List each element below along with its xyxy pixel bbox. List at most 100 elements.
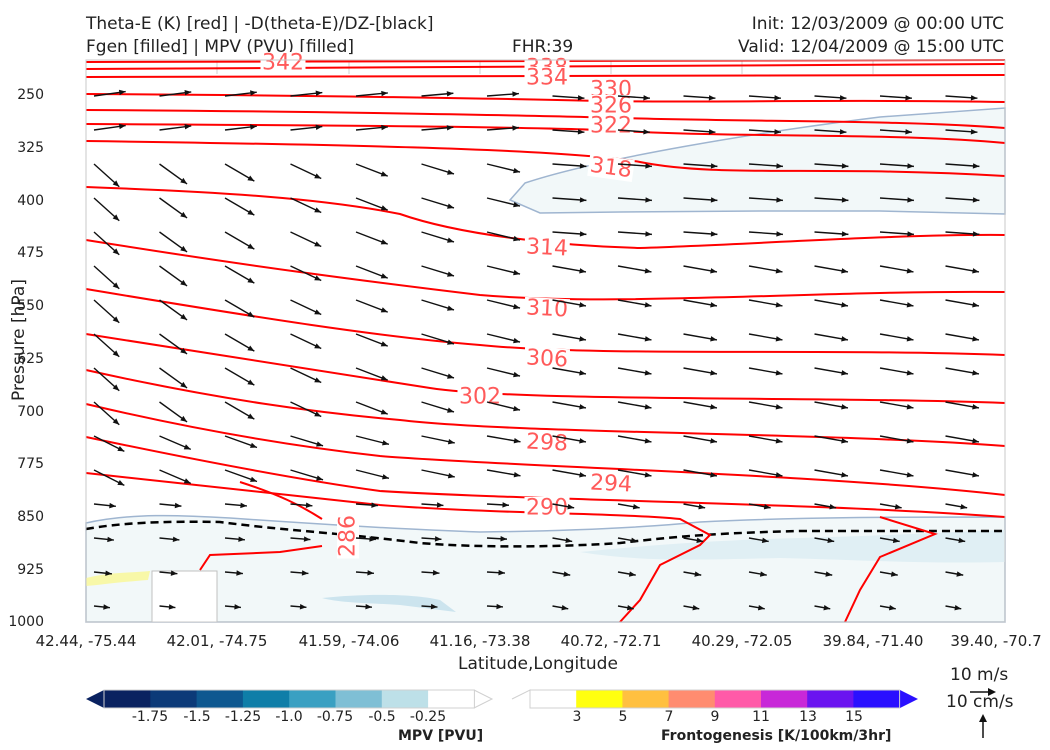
wind-vector-head: [496, 603, 503, 610]
mpv-colorbar-swatch: [381, 690, 429, 708]
mpv-colorbar-label: -0.25: [409, 709, 447, 725]
wind-vector-head: [710, 231, 718, 237]
theta-e-contour: [239, 481, 323, 520]
wind-vector-head: [972, 404, 979, 410]
wind-vector-head: [380, 205, 388, 211]
wind-vector-head: [447, 305, 455, 311]
theta-e-label-background: [524, 67, 570, 89]
wind-vector-head: [775, 302, 783, 308]
wind-vector-head: [776, 163, 783, 169]
wind-vector-head: [513, 337, 521, 344]
theta-e-label-background: [587, 471, 635, 497]
wind-vector-head: [579, 197, 587, 203]
wind-vector-head: [841, 268, 848, 274]
wind-vector-head: [841, 302, 848, 308]
wind-vector-head: [888, 604, 896, 611]
theta-e-label-background: [260, 52, 306, 74]
wind-vector-head: [380, 239, 388, 245]
wind-vector-head: [841, 163, 849, 169]
mpv-colorbar-title: MPV [PVU]: [398, 728, 484, 744]
wind-vector-head: [314, 411, 322, 417]
wind-vector-head: [513, 269, 521, 276]
wind-vector-head: [972, 163, 980, 169]
wind-vector-head: [447, 169, 455, 175]
y-tick-label: 850: [17, 509, 44, 525]
theta-e-contour: [85, 288, 1006, 356]
wind-vector-head: [972, 231, 980, 237]
theta-e-label-background: [523, 235, 571, 261]
theta-e-contour: [85, 239, 1006, 301]
wind-vector-head: [118, 89, 126, 96]
wind-vector-head: [839, 129, 847, 135]
fgen-colorbar-label: 5: [618, 709, 628, 725]
fgen-colorbar-label: 7: [664, 709, 674, 725]
wind-vector-head: [567, 504, 575, 510]
theta-e-contour-label: 334: [526, 66, 568, 91]
wind-vector-head: [250, 90, 257, 96]
wind-vector-head: [513, 303, 521, 310]
wind-vector-head: [643, 95, 650, 101]
wind-vector-head: [692, 604, 700, 611]
wind-vector-head: [970, 95, 978, 101]
valid-time: Valid: 12/04/2009 @ 15:00 UTC: [738, 37, 1004, 57]
wind-vector-head: [841, 336, 848, 342]
mpv-colorbar-swatch: [196, 690, 244, 708]
theta-e-contour-label: 302: [459, 385, 501, 410]
wind-vector-head: [907, 197, 914, 203]
mpv-colorbar-swatch: [335, 690, 383, 708]
wind-vector-head: [382, 474, 389, 480]
theta-e-contour-label: 326: [590, 94, 632, 119]
wind-vector-head: [299, 604, 307, 610]
wind-vector-head: [644, 404, 652, 410]
mpv-colorbar-extend-right: [473, 689, 494, 709]
wind-vector-head: [905, 95, 912, 101]
wind-vector-head: [775, 336, 783, 342]
wind-vector-head: [365, 603, 372, 610]
wind-vector-head: [644, 438, 652, 444]
wind-vector-head: [958, 537, 966, 544]
wind-reference-horizontal-arrowhead: [988, 688, 996, 696]
y-tick-label: 775: [17, 456, 44, 472]
fgen-colorbar-swatch: [576, 690, 623, 708]
wind-vector-head: [907, 163, 914, 169]
wind-vector-head: [436, 502, 444, 508]
wind-vector-head: [710, 438, 717, 444]
fgen-colorbar-label: 9: [710, 709, 720, 725]
wind-vector-head: [644, 268, 652, 274]
wind-vector-head: [314, 173, 322, 179]
theta-e-label-background: [588, 115, 634, 137]
wind-vector-head: [247, 243, 255, 250]
wind-vector-head: [972, 472, 979, 478]
wind-vector-head: [430, 603, 438, 610]
wind-vector-head: [708, 129, 716, 135]
wind-vector-head: [174, 502, 182, 509]
theta-e-contour-label: 290: [526, 496, 568, 521]
wind-vector-head: [238, 536, 245, 542]
wind-vector-head: [645, 163, 652, 169]
mpv-colorbar-label: -1.75: [131, 709, 169, 725]
wind-vector-head: [447, 472, 455, 479]
wind-vector-head: [117, 445, 125, 452]
y-tick-label: 925: [17, 562, 44, 578]
title-left-line1: Theta-E (K) [red] | -D(theta-E)/DZ-[blac…: [86, 14, 434, 34]
wind-vector-head: [513, 438, 521, 444]
wind-vector-head: [247, 345, 255, 352]
x-tick-label: 40.29, -72.05: [691, 632, 793, 650]
wind-vector-head: [906, 370, 914, 376]
wind-vector-head: [630, 537, 638, 544]
wind-vector-head: [247, 311, 255, 318]
mpv-colorbar-extend-left: [86, 690, 104, 708]
fgen-colorbar-label: 15: [845, 709, 863, 725]
wind-vector-head: [109, 502, 116, 509]
wind-vector-head: [381, 90, 388, 97]
wind-vector-head: [513, 201, 521, 208]
wind-vector-head: [314, 377, 322, 383]
wind-vector-head: [112, 214, 120, 221]
fgen-colorbar-swatch: [761, 690, 808, 708]
wind-vector-head: [841, 197, 849, 203]
wind-vector-head: [710, 197, 718, 203]
fgen-colorbar-swatch: [622, 690, 670, 708]
wind-vector-head: [382, 440, 389, 446]
wind-vector-head: [247, 209, 255, 216]
wind-vector-head: [892, 537, 900, 544]
